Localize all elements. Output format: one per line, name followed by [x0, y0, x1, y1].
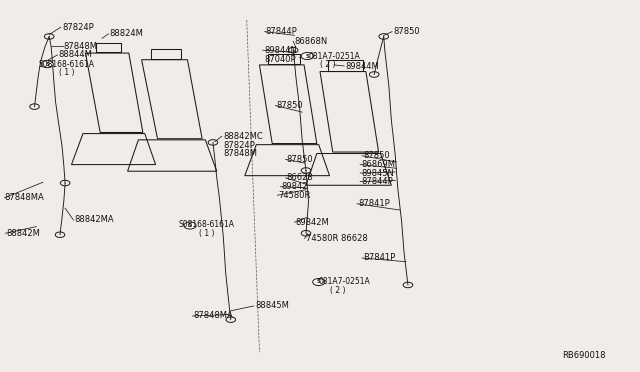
Text: 081A7-0251A: 081A7-0251A	[319, 278, 371, 286]
Text: 86869M: 86869M	[362, 160, 396, 169]
Text: ( 2 ): ( 2 )	[330, 286, 345, 295]
Text: 88842M: 88842M	[6, 229, 40, 238]
Text: 88824M: 88824M	[109, 29, 143, 38]
Text: 89844N: 89844N	[264, 46, 297, 55]
Text: 87850: 87850	[276, 101, 303, 110]
Text: 87848M: 87848M	[64, 42, 98, 51]
Text: S: S	[317, 279, 321, 285]
Text: 87848M: 87848M	[223, 150, 257, 158]
Text: 87850: 87850	[364, 151, 390, 160]
Text: ( 1 ): ( 1 )	[59, 68, 74, 77]
Circle shape	[313, 279, 324, 285]
Circle shape	[41, 61, 53, 68]
Text: 87824P: 87824P	[62, 23, 93, 32]
Text: 88845M: 88845M	[255, 301, 289, 311]
Text: 89842: 89842	[282, 182, 308, 191]
Circle shape	[301, 52, 314, 60]
Text: ( 2 ): ( 2 )	[320, 60, 335, 69]
Text: 87850: 87850	[394, 27, 420, 36]
Text: 87844P: 87844P	[362, 177, 393, 186]
Text: S: S	[305, 54, 309, 58]
Text: 89845N: 89845N	[362, 169, 394, 177]
Text: S: S	[188, 223, 192, 228]
Text: 89844M: 89844M	[346, 61, 380, 71]
Text: 87848MA: 87848MA	[4, 193, 44, 202]
Text: 89842M: 89842M	[296, 218, 330, 227]
Text: 87040P: 87040P	[264, 55, 296, 64]
Text: S08168-6161A: S08168-6161A	[179, 220, 234, 229]
Text: 87841P: 87841P	[358, 199, 390, 208]
Text: 74580R 86628: 74580R 86628	[306, 234, 368, 243]
Text: ( 1 ): ( 1 )	[199, 229, 214, 238]
Text: S: S	[45, 62, 49, 67]
Text: 88842MA: 88842MA	[75, 215, 115, 224]
Text: 88842MC: 88842MC	[223, 132, 263, 141]
Text: 081A7-0251A: 081A7-0251A	[308, 52, 360, 61]
Circle shape	[184, 222, 196, 229]
Text: 86868N: 86868N	[294, 37, 328, 46]
Text: 87850: 87850	[287, 155, 314, 164]
Text: 87824P: 87824P	[223, 141, 255, 150]
Text: B7841P: B7841P	[364, 253, 396, 263]
Text: S08168-6161A: S08168-6161A	[38, 60, 94, 69]
Text: 87844P: 87844P	[266, 27, 298, 36]
Text: 88844M: 88844M	[59, 51, 93, 60]
Text: RB690018: RB690018	[562, 351, 605, 360]
Text: 87848MA: 87848MA	[194, 311, 234, 320]
Text: 86628: 86628	[287, 173, 314, 182]
Text: 74580R: 74580R	[278, 191, 311, 200]
